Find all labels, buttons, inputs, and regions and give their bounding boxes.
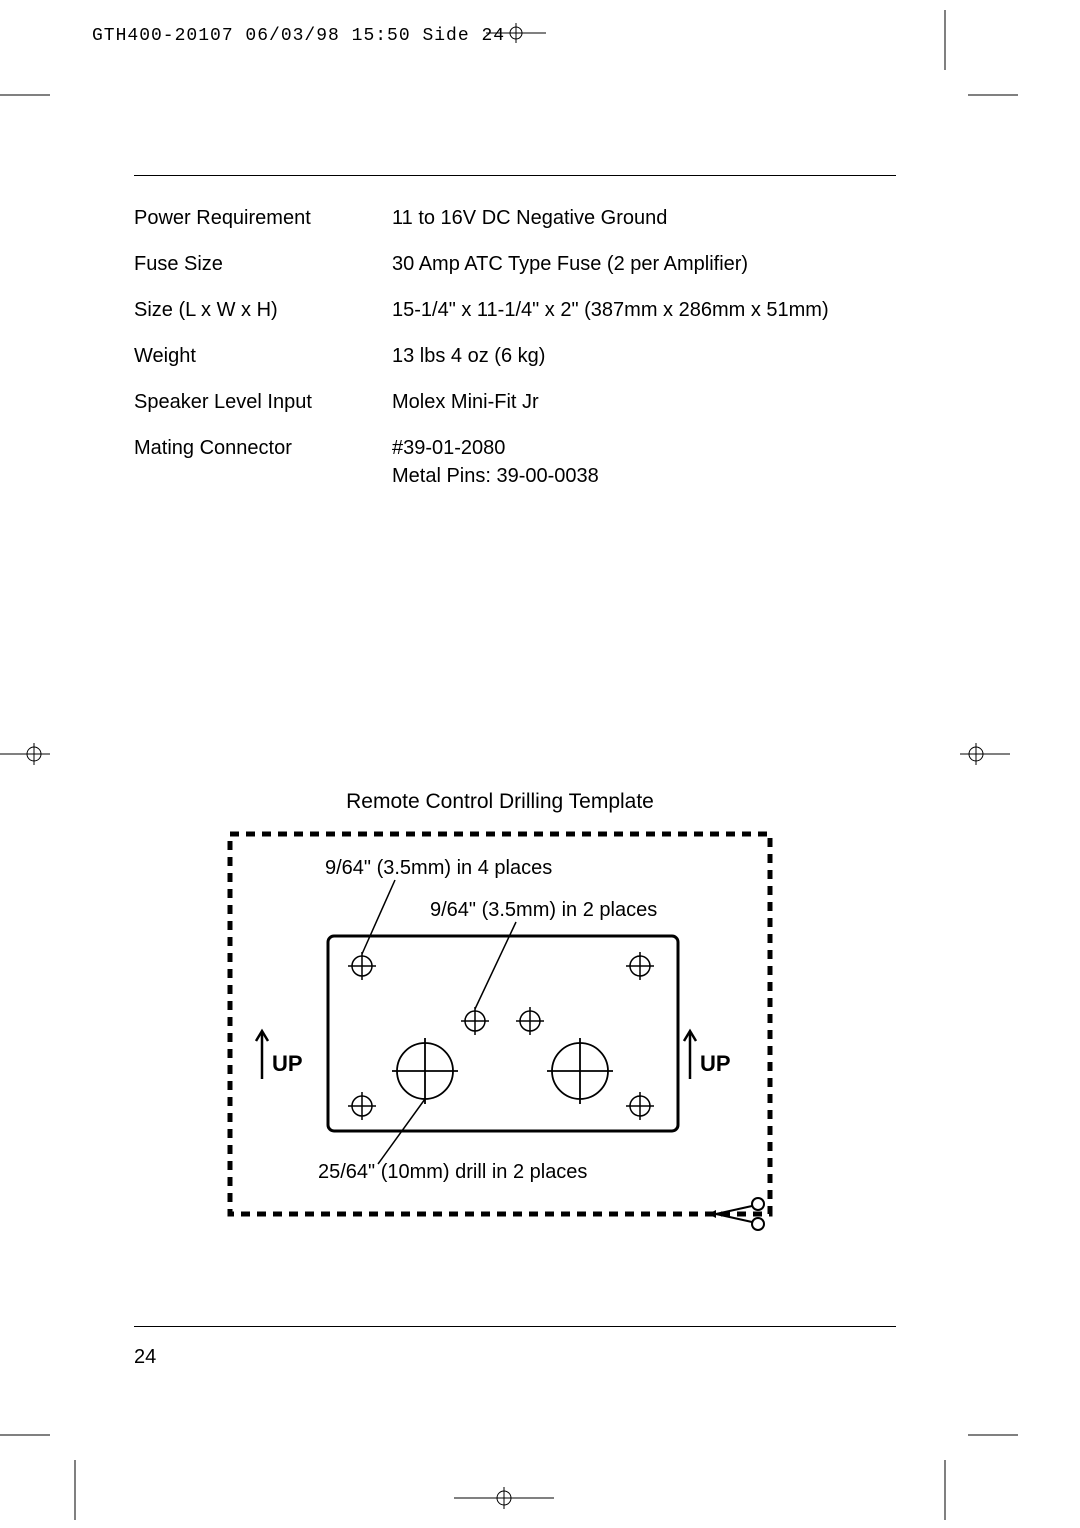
spec-row: Speaker Level Input Molex Mini-Fit Jr xyxy=(134,388,896,416)
crop-mark-bottom-right-v xyxy=(930,1460,960,1520)
spec-label: Size (L x W x H) xyxy=(134,296,392,324)
crop-mark-lower-left xyxy=(0,1420,60,1450)
label-small-4: 9/64" (3.5mm) in 4 places xyxy=(325,857,552,879)
spec-row: Power Requirement 11 to 16V DC Negative … xyxy=(134,204,896,232)
spec-row: Fuse Size 30 Amp ATC Type Fuse (2 per Am… xyxy=(134,250,896,278)
spec-label: Power Requirement xyxy=(134,204,392,232)
crop-mark-mid-right xyxy=(950,734,1010,774)
template-title: Remote Control Drilling Template xyxy=(220,790,780,814)
crop-mark-upper-right xyxy=(958,80,1018,110)
crop-mark-bottom-left-v xyxy=(60,1460,90,1520)
spec-label: Weight xyxy=(134,342,392,370)
spec-value second: 13 lbs 4 oz (6 kg) xyxy=(392,342,896,370)
page-number: 24 xyxy=(134,1346,156,1369)
content-area: Power Requirement 11 to 16V DC Negative … xyxy=(134,175,896,508)
spec-row: Mating Connector #39-01-2080 Metal Pins:… xyxy=(134,434,896,490)
spec-label: Speaker Level Input xyxy=(134,388,392,416)
label-large: 25/64" (10mm) drill in 2 places xyxy=(318,1161,587,1183)
spec-value: 30 Amp ATC Type Fuse (2 per Amplifier) xyxy=(392,250,896,278)
spec-value: 15-1/4" x 11-1/4" x 2" (387mm x 286mm x … xyxy=(392,296,896,324)
rule-top xyxy=(134,175,896,176)
spec-row: Size (L x W x H) 15-1/4" x 11-1/4" x 2" … xyxy=(134,296,896,324)
up-arrow-left xyxy=(256,1031,268,1079)
crop-mark-lower-right xyxy=(958,1420,1018,1450)
drilling-template: Remote Control Drilling Template 9/64" (… xyxy=(220,790,780,1261)
spec-label: Fuse Size xyxy=(134,250,392,278)
spec-label: Mating Connector xyxy=(134,434,392,490)
header-meta: GTH400-20107 06/03/98 15:50 Side 24 xyxy=(92,26,505,46)
crop-mark-bottom-center xyxy=(454,1478,554,1518)
up-left-text: UP xyxy=(272,1051,303,1076)
spec-row: Weight 13 lbs 4 oz (6 kg) xyxy=(134,342,896,370)
up-right-text: UP xyxy=(700,1051,731,1076)
crop-mark-top-center xyxy=(486,18,546,48)
spec-value: Molex Mini-Fit Jr xyxy=(392,388,896,416)
specs-table: Power Requirement 11 to 16V DC Negative … xyxy=(134,204,896,490)
crop-mark-mid-left xyxy=(0,734,60,774)
crop-mark-top-right xyxy=(930,10,960,70)
up-arrow-right xyxy=(684,1031,696,1079)
spec-value: 11 to 16V DC Negative Ground xyxy=(392,204,896,232)
label-small-2: 9/64" (3.5mm) in 2 places xyxy=(430,899,657,921)
rule-bottom xyxy=(134,1326,896,1327)
crop-mark-upper-left xyxy=(0,80,60,110)
spec-value: #39-01-2080 Metal Pins: 39-00-0038 xyxy=(392,434,896,490)
diagram: 9/64" (3.5mm) in 4 places 9/64" (3.5mm) … xyxy=(220,826,780,1261)
